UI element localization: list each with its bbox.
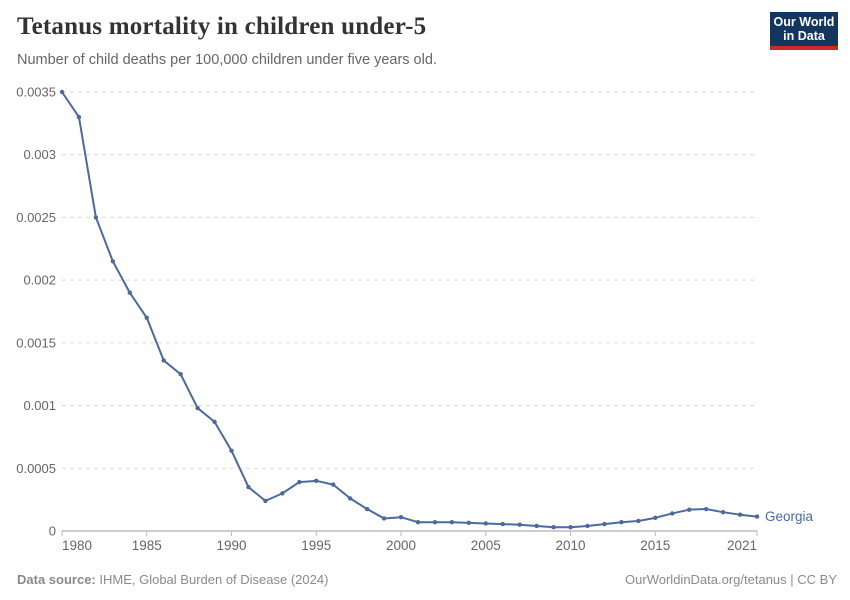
data-point [381,516,387,521]
data-point [754,514,760,519]
y-tick-label: 0.0035 [16,85,56,100]
data-point [449,520,455,525]
data-point [76,114,82,120]
data-point [314,478,319,484]
y-tick-label: 0.003 [23,147,56,162]
data-point [653,515,658,521]
x-tick-label: 2005 [471,538,501,553]
data-point [466,520,472,526]
data-point [534,523,539,529]
data-point [161,358,166,363]
data-point [110,259,116,264]
entity-label: Georgia [765,509,814,524]
data-point [127,290,133,295]
owid-logo-line2: in Data [783,29,825,43]
page-title: Tetanus mortality in children under-5 [17,13,427,40]
data-point [59,89,65,95]
data-point [602,521,607,527]
x-tick-label: 1990 [216,538,246,553]
data-point [636,518,641,524]
data-point [500,521,505,527]
x-tick-label: 2000 [386,538,416,553]
chart-subtitle: Number of child deaths per 100,000 child… [17,52,437,68]
data-point [670,511,675,516]
data-point [720,509,726,515]
line-chart: 0 0.0005 0.001 0.0015 0.002 0.0025 0.003 0.0035… [16,85,814,553]
data-point [483,521,488,526]
x-tick-label: 1995 [301,538,331,553]
owid-logo[interactable]: Our World in Data [770,12,838,50]
data-source-label: Data source: [17,572,96,587]
data-point [347,496,353,501]
data-point [229,448,234,453]
data-point [432,520,438,525]
y-tick-label: 0.001 [23,398,56,413]
owid-logo-line1: Our World [773,15,835,29]
data-point [585,523,590,529]
data-point [144,315,149,320]
data-point [246,484,251,490]
chart-footer: Data source: IHME, Global Burden of Dise… [0,570,850,587]
data-source-text: IHME, Global Burden of Disease (2024) [99,572,329,587]
data-point [686,507,692,512]
x-tick-label: 2015 [640,538,670,553]
x-tick-label: 2021 [727,538,757,553]
data-point [178,372,183,377]
data-point [551,525,556,530]
x-tick-label: 2010 [556,538,586,553]
y-tick-label: 0.0005 [16,461,56,476]
x-tick-label: 1980 [62,538,92,553]
data-point [737,512,743,517]
footer-credit[interactable]: OurWorldinData.org/tetanus | CC BY [625,572,837,587]
data-point [263,498,268,504]
data-point [619,520,624,525]
y-tick-label: 0.0025 [16,210,56,225]
series-line [61,91,758,529]
data-point [398,515,404,520]
data-point [568,525,573,530]
data-point [93,215,99,220]
data-point [364,506,370,512]
data-point [415,520,421,525]
data-point [517,522,522,527]
data-point [331,482,336,487]
data-point [212,419,217,425]
x-tick-label: 1985 [132,538,162,553]
data-point [703,506,709,512]
y-tick-label: 0.002 [23,273,56,288]
data-source: Data source: IHME, Global Burden of Dise… [17,572,328,587]
y-tick-label: 0 [49,524,56,539]
data-point [195,405,200,411]
data-point [280,491,285,496]
data-point [297,479,302,485]
y-tick-label: 0.0015 [16,335,56,350]
